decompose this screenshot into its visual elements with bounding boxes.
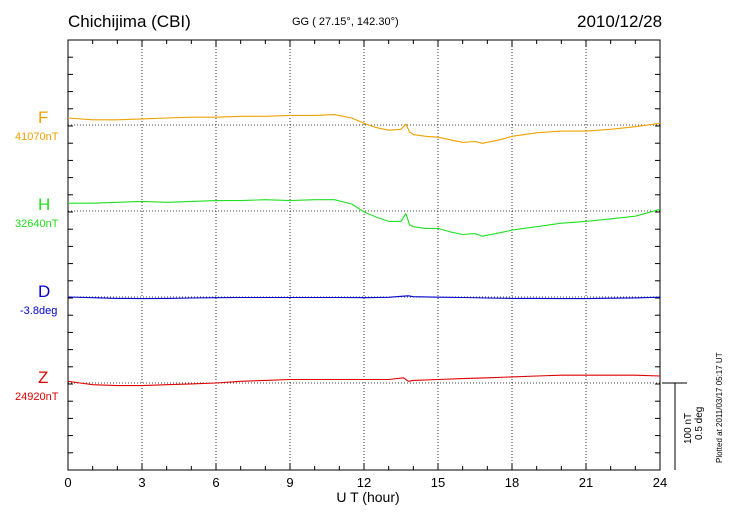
- plotted-timestamp: Plotted at 2011/03/17 05:17 UT: [715, 352, 724, 463]
- baseline-label-f: 41070nT: [15, 131, 59, 143]
- component-label-h: H: [38, 195, 51, 214]
- plot-frame: [67, 39, 661, 471]
- series-line-h: [68, 199, 661, 237]
- baseline-label-d: -3.8deg: [20, 305, 58, 317]
- series-group: [67, 114, 661, 387]
- x-tick-label: 0: [64, 475, 71, 490]
- x-tick-label: 21: [579, 475, 593, 490]
- baseline-label-h: 32640nT: [15, 218, 59, 230]
- scale-deg-label: 0.5 deg: [694, 406, 705, 440]
- component-label-f: F: [38, 108, 49, 127]
- x-tick-label: 24: [653, 475, 667, 490]
- scale-bar: [662, 382, 687, 470]
- x-tick-label: 3: [138, 475, 145, 490]
- scale-nt-label: 100 nT: [683, 412, 694, 444]
- station-title: Chichijima (CBI): [68, 12, 191, 31]
- x-axis-label: U T (hour): [336, 489, 399, 505]
- x-tick-label: 18: [505, 475, 519, 490]
- component-label-z: Z: [38, 368, 49, 387]
- x-tick-labels: 0 3 6 9 12 15 18 21 24: [64, 475, 667, 490]
- plot-date: 2010/12/28: [577, 12, 663, 31]
- series-line-z: [67, 374, 661, 387]
- x-tick-label: 12: [357, 475, 371, 490]
- x-tick-label: 9: [286, 475, 293, 490]
- series-line-f: [67, 114, 661, 144]
- component-label-d: D: [38, 282, 51, 301]
- axis-ticks: [67, 40, 661, 470]
- series-line-d: [67, 295, 661, 300]
- x-tick-label: 15: [431, 475, 445, 490]
- baseline-label-z: 24920nT: [15, 391, 59, 403]
- x-tick-label: 6: [212, 475, 219, 490]
- station-coordinates: GG ( 27.15°, 142.30°): [292, 16, 399, 28]
- grid-lines: [141, 40, 587, 470]
